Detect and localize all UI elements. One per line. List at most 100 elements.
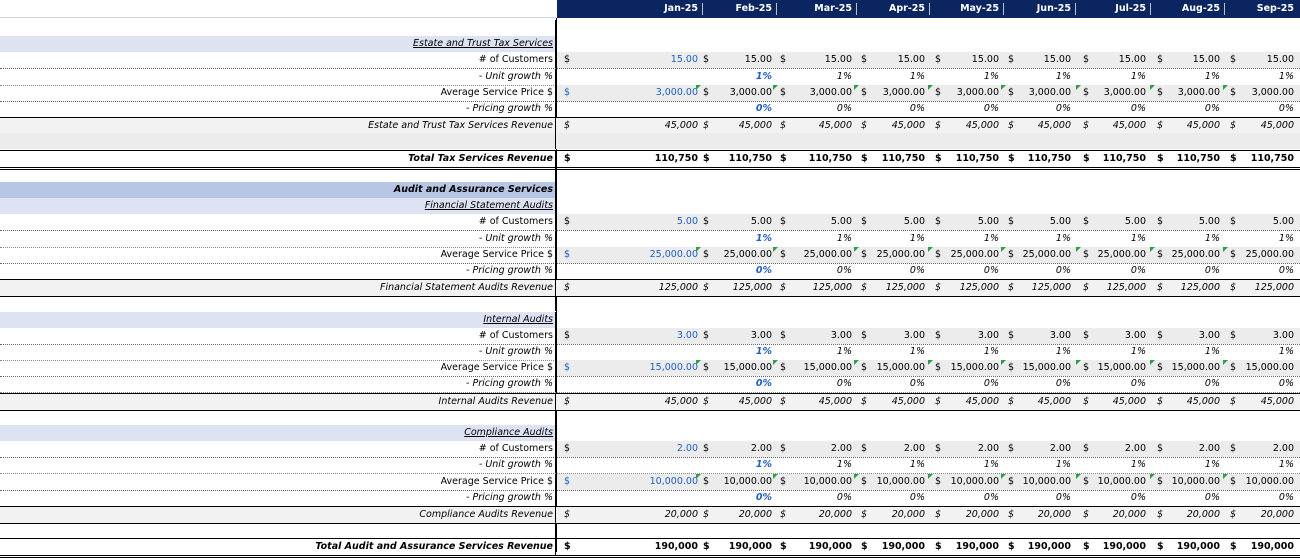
currency-symbol: $ — [1230, 248, 1237, 260]
sheet-row: - Unit growth % 1% 1% 1% 1% 1% 1% 1% 1% — [0, 457, 1300, 475]
month-value: 190,000 — [1102, 541, 1146, 553]
month-value: 0% — [1204, 491, 1220, 503]
month-value-input[interactable]: 25,000.00 — [649, 248, 698, 260]
month-value: 5.00 — [903, 216, 925, 228]
currency-symbol: $ — [861, 152, 868, 164]
month-value: 3,000.00 — [1177, 86, 1220, 98]
month-value: 10,000.00 — [1245, 475, 1294, 487]
currency-symbol: $ — [861, 86, 868, 98]
sheet-row: - Unit growth % 1% 1% 1% 1% 1% 1% 1% 1% — [0, 344, 1300, 361]
currency-symbol: $ — [1157, 509, 1164, 520]
formula-indicator — [854, 360, 859, 366]
sheet-row: Total Audit and Assurance Services Reven… — [0, 538, 1300, 558]
month-value: 3,000.00 — [956, 86, 999, 98]
formula-indicator — [854, 246, 859, 252]
currency-symbol: $ — [1230, 443, 1237, 455]
month-header-mar-25[interactable]: Mar-25 — [814, 3, 852, 14]
currency-symbol: $ — [1083, 152, 1090, 164]
currency-symbol: $ — [1083, 362, 1090, 374]
currency-symbol: $ — [1230, 362, 1237, 374]
month-value[interactable]: 1% — [755, 232, 772, 244]
formula-indicator — [1076, 84, 1081, 90]
month-value[interactable]: 1% — [755, 346, 772, 357]
month-value-input[interactable]: 15,000.00 — [649, 362, 698, 374]
currency-symbol: $ — [1083, 329, 1090, 341]
month-header-apr-25[interactable]: Apr-25 — [888, 3, 925, 14]
currency-symbol: $ — [1157, 475, 1164, 487]
month-value: 25,000.00 — [950, 248, 999, 260]
month-value: 1% — [1204, 459, 1220, 471]
month-value: 2.00 — [1124, 443, 1146, 455]
month-value[interactable]: 0% — [755, 491, 772, 503]
month-value: 3.00 — [750, 329, 772, 341]
currency-symbol: $ — [1230, 120, 1237, 132]
currency-symbol: $ — [1083, 54, 1090, 66]
month-value: 0% — [836, 103, 852, 114]
month-value: 1% — [1130, 346, 1146, 357]
month-value[interactable]: 1% — [755, 459, 772, 471]
month-value-input[interactable]: 5.00 — [676, 216, 698, 228]
header-separator — [856, 3, 857, 15]
month-header-feb-25[interactable]: Feb-25 — [735, 3, 772, 14]
currency-symbol: $ — [703, 216, 710, 228]
currency-symbol: $ — [564, 395, 571, 407]
month-header-jan-25[interactable]: Jan-25 — [664, 3, 698, 14]
month-value[interactable]: 1% — [755, 70, 772, 82]
month-value: 5.00 — [830, 216, 852, 228]
currency-symbol: $ — [780, 362, 787, 374]
month-value-input[interactable]: 15.00 — [670, 54, 698, 66]
currency-symbol: $ — [703, 248, 710, 260]
currency-symbol: $ — [564, 541, 571, 553]
month-value-input[interactable]: 2.00 — [676, 443, 698, 455]
month-value: 45,000 — [965, 120, 999, 132]
currency-symbol: $ — [935, 362, 942, 374]
formula-indicator — [1001, 246, 1006, 252]
month-value[interactable]: 0% — [755, 103, 772, 114]
currency-symbol: $ — [564, 152, 571, 164]
month-value: 1% — [983, 232, 999, 244]
row-label: - Unit growth % — [0, 68, 556, 85]
formula-indicator — [1076, 360, 1081, 366]
month-header-may-25[interactable]: May-25 — [960, 3, 999, 14]
currency-symbol: $ — [935, 120, 942, 132]
currency-symbol: $ — [703, 152, 710, 164]
sheet-row: - Unit growth % 1% 1% 1% 1% 1% 1% 1% 1% — [0, 230, 1300, 248]
currency-symbol: $ — [1008, 248, 1015, 260]
month-value: 1% — [909, 232, 925, 244]
currency-symbol: $ — [703, 475, 710, 487]
month-header-aug-25[interactable]: Aug-25 — [1181, 3, 1220, 14]
month-value: 3,000.00 — [882, 86, 925, 98]
month-value[interactable]: 0% — [755, 378, 772, 390]
month-value-input[interactable]: 10,000.00 — [649, 475, 698, 487]
month-value: 110,750 — [1176, 152, 1220, 164]
row-fill — [557, 441, 1300, 458]
month-value: 2.00 — [1272, 443, 1294, 455]
month-value[interactable]: 0% — [755, 265, 772, 276]
blank-row — [0, 522, 1300, 539]
currency-symbol: $ — [564, 329, 571, 341]
currency-symbol: $ — [564, 216, 571, 228]
currency-symbol: $ — [703, 54, 710, 66]
row-label: Compliance Audits — [0, 425, 556, 441]
currency-symbol: $ — [1008, 120, 1015, 132]
month-value: 1% — [909, 459, 925, 471]
month-value: 2.00 — [903, 443, 925, 455]
month-header-jun-25[interactable]: Jun-25 — [1036, 3, 1071, 14]
month-header-jul-25[interactable]: Jul-25 — [1115, 3, 1146, 14]
blank-row — [0, 20, 1300, 36]
currency-symbol: $ — [780, 54, 787, 66]
currency-symbol: $ — [1157, 152, 1164, 164]
month-value: 1% — [1204, 346, 1220, 357]
currency-symbol: $ — [935, 541, 942, 553]
month-value-input[interactable]: 3,000.00 — [655, 86, 698, 98]
formula-indicator — [1076, 473, 1081, 479]
row-label: Average Service Price $ — [0, 473, 556, 490]
currency-symbol: $ — [1230, 216, 1237, 228]
sheet-row: - Pricing growth % 0% 0% 0% 0% 0% 0% 0% 0% — [0, 376, 1300, 394]
month-value: 190,000 — [881, 541, 925, 553]
formula-indicator — [1223, 84, 1228, 90]
month-value-input[interactable]: 3.00 — [676, 329, 698, 341]
currency-symbol: $ — [1083, 509, 1090, 520]
month-value: 2.00 — [1049, 443, 1071, 455]
month-header-sep-25[interactable]: Sep-25 — [1256, 3, 1294, 14]
